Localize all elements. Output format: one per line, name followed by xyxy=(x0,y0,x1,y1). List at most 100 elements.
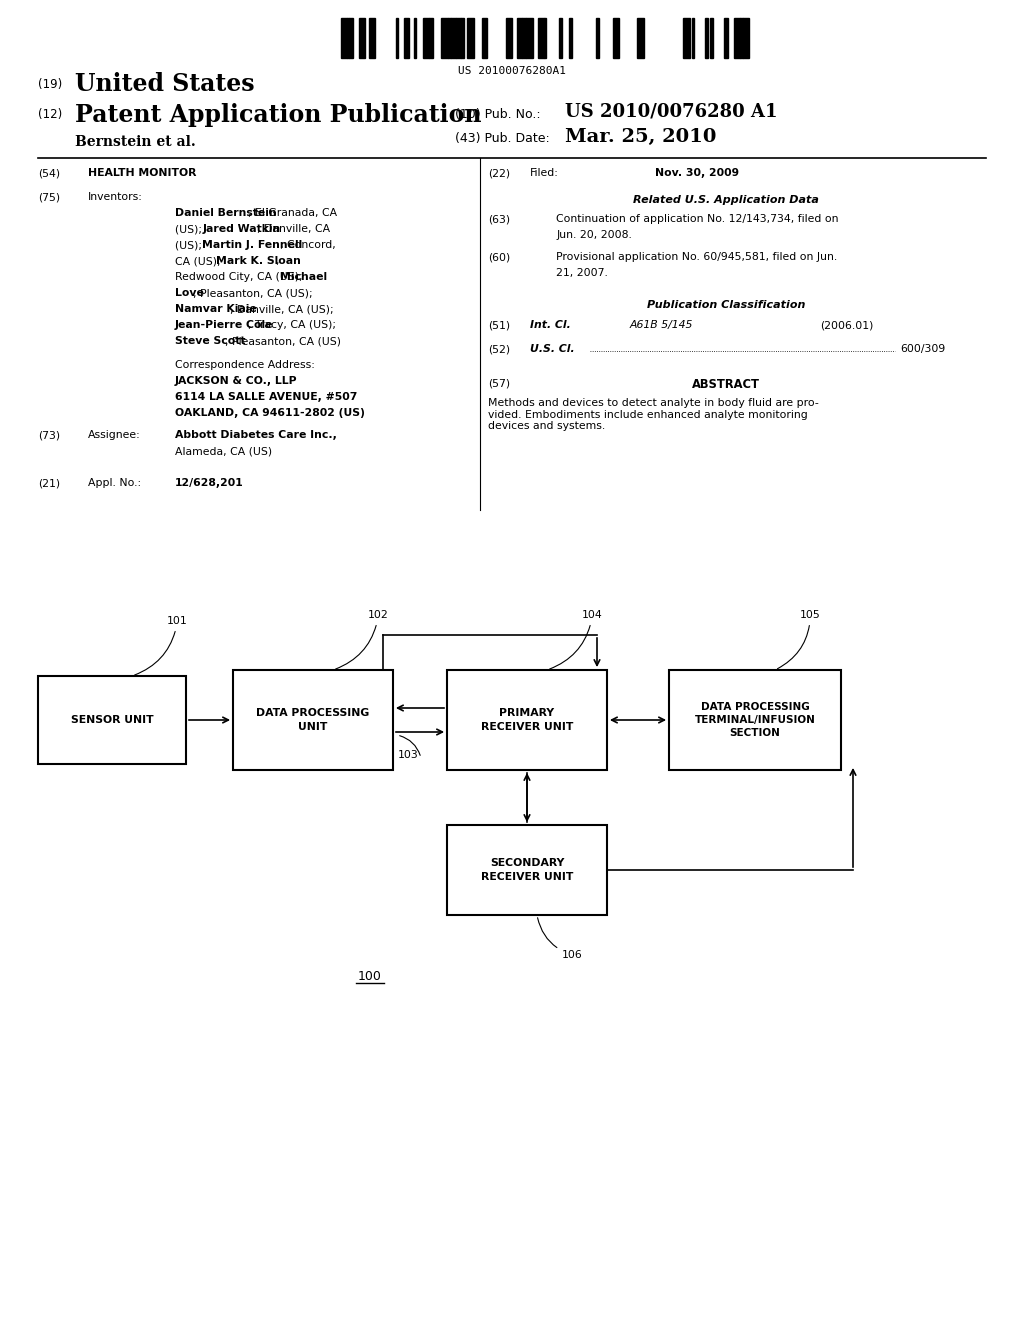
Text: United States: United States xyxy=(75,73,255,96)
Text: , Tracy, CA (US);: , Tracy, CA (US); xyxy=(248,319,336,330)
Text: Continuation of application No. 12/143,734, filed on: Continuation of application No. 12/143,7… xyxy=(556,214,839,224)
Text: (22): (22) xyxy=(488,168,510,178)
Text: Related U.S. Application Data: Related U.S. Application Data xyxy=(633,195,819,205)
Text: Appl. No.:: Appl. No.: xyxy=(88,478,141,488)
Text: 105: 105 xyxy=(777,610,821,669)
Bar xyxy=(683,18,690,58)
Text: (75): (75) xyxy=(38,191,60,202)
Bar xyxy=(347,18,349,58)
Text: 104: 104 xyxy=(550,610,603,669)
Bar xyxy=(538,18,544,58)
Text: Redwood City, CA (US);: Redwood City, CA (US); xyxy=(175,272,306,282)
Text: 101: 101 xyxy=(134,616,187,675)
Text: (63): (63) xyxy=(488,214,510,224)
Bar xyxy=(613,18,618,58)
Text: US 20100076280A1: US 20100076280A1 xyxy=(458,66,566,77)
Bar xyxy=(544,18,546,58)
Text: Int. Cl.: Int. Cl. xyxy=(530,319,570,330)
Bar xyxy=(522,18,526,58)
Text: U.S. Cl.: U.S. Cl. xyxy=(530,345,574,354)
Text: US 2010/0076280 A1: US 2010/0076280 A1 xyxy=(565,103,777,121)
Bar xyxy=(341,18,347,58)
Text: CA (US);: CA (US); xyxy=(175,256,224,267)
Bar xyxy=(669,671,841,770)
Bar xyxy=(559,18,562,58)
Bar xyxy=(414,18,416,58)
Bar xyxy=(429,18,433,58)
Text: Alameda, CA (US): Alameda, CA (US) xyxy=(175,446,272,455)
Bar xyxy=(740,18,743,58)
Bar xyxy=(456,18,461,58)
Text: 100: 100 xyxy=(358,970,382,983)
Text: Inventors:: Inventors: xyxy=(88,191,143,202)
Text: 103: 103 xyxy=(398,750,419,760)
Text: 6114 LA SALLE AVENUE, #507: 6114 LA SALLE AVENUE, #507 xyxy=(175,392,357,403)
Text: (US);: (US); xyxy=(175,224,206,234)
Text: Publication Classification: Publication Classification xyxy=(647,300,805,310)
Text: (57): (57) xyxy=(488,378,510,388)
Text: 21, 2007.: 21, 2007. xyxy=(556,268,608,279)
Bar xyxy=(734,18,740,58)
Text: (51): (51) xyxy=(488,319,510,330)
Text: (52): (52) xyxy=(488,345,510,354)
Text: (54): (54) xyxy=(38,168,60,178)
Text: (73): (73) xyxy=(38,430,60,440)
Bar xyxy=(441,18,449,58)
Text: (12): (12) xyxy=(38,108,62,121)
Bar xyxy=(423,18,429,58)
Text: ABSTRACT: ABSTRACT xyxy=(692,378,760,391)
Bar xyxy=(743,18,749,58)
Bar xyxy=(637,18,644,58)
Text: Jared Watkin: Jared Watkin xyxy=(203,224,281,234)
Text: HEALTH MONITOR: HEALTH MONITOR xyxy=(88,168,197,178)
Text: Namvar Kiaie: Namvar Kiaie xyxy=(175,304,257,314)
Text: Bernstein et al.: Bernstein et al. xyxy=(75,135,196,149)
Bar xyxy=(724,18,728,58)
Bar xyxy=(596,18,599,58)
Text: DATA PROCESSING
UNIT: DATA PROCESSING UNIT xyxy=(256,709,370,731)
Text: (US);: (US); xyxy=(175,240,206,249)
Bar xyxy=(349,18,353,58)
Text: Michael: Michael xyxy=(280,272,327,282)
Text: OAKLAND, CA 94611-2802 (US): OAKLAND, CA 94611-2802 (US) xyxy=(175,408,365,418)
Bar xyxy=(461,18,464,58)
Text: , Concord,: , Concord, xyxy=(280,240,336,249)
Text: Nov. 30, 2009: Nov. 30, 2009 xyxy=(655,168,739,178)
Bar xyxy=(705,18,708,58)
Bar xyxy=(449,18,451,58)
Bar xyxy=(569,18,572,58)
Text: Abbott Diabetes Care Inc.,: Abbott Diabetes Care Inc., xyxy=(175,430,337,440)
Text: , Danville, CA (US);: , Danville, CA (US); xyxy=(229,304,333,314)
Text: , El Granada, CA: , El Granada, CA xyxy=(248,209,337,218)
Bar xyxy=(451,18,456,58)
Bar xyxy=(404,18,409,58)
Text: SECONDARY
RECEIVER UNIT: SECONDARY RECEIVER UNIT xyxy=(481,858,573,882)
Bar xyxy=(396,18,398,58)
Text: Filed:: Filed: xyxy=(530,168,559,178)
Bar xyxy=(38,676,186,764)
Text: 12/628,201: 12/628,201 xyxy=(175,478,244,488)
Text: Jun. 20, 2008.: Jun. 20, 2008. xyxy=(556,230,632,240)
Text: (60): (60) xyxy=(488,252,510,261)
Text: ,: , xyxy=(275,256,279,267)
Text: , Pleasanton, CA (US): , Pleasanton, CA (US) xyxy=(225,337,341,346)
Text: Martin J. Fennell: Martin J. Fennell xyxy=(203,240,302,249)
Bar xyxy=(359,18,365,58)
Text: JACKSON & CO., LLP: JACKSON & CO., LLP xyxy=(175,376,298,385)
Text: Correspondence Address:: Correspondence Address: xyxy=(175,360,314,370)
Bar xyxy=(233,671,393,770)
Bar xyxy=(506,18,512,58)
Bar xyxy=(692,18,694,58)
Bar xyxy=(482,18,487,58)
Text: 600/309: 600/309 xyxy=(900,345,945,354)
Text: 106: 106 xyxy=(538,917,583,960)
Text: Provisional application No. 60/945,581, filed on Jun.: Provisional application No. 60/945,581, … xyxy=(556,252,838,261)
Text: Patent Application Publication: Patent Application Publication xyxy=(75,103,481,127)
Text: (43) Pub. Date:: (43) Pub. Date: xyxy=(455,132,550,145)
Bar xyxy=(369,18,375,58)
Text: , Danville, CA: , Danville, CA xyxy=(257,224,330,234)
Text: Methods and devices to detect analyte in body fluid are pro-
vided. Embodiments : Methods and devices to detect analyte in… xyxy=(488,399,819,432)
Text: (2006.01): (2006.01) xyxy=(820,319,873,330)
Bar xyxy=(526,18,534,58)
Text: SENSOR UNIT: SENSOR UNIT xyxy=(71,715,154,725)
